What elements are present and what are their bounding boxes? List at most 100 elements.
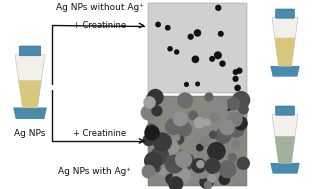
Circle shape — [145, 153, 162, 169]
Polygon shape — [271, 66, 299, 76]
Polygon shape — [15, 55, 45, 108]
Polygon shape — [272, 17, 298, 66]
Circle shape — [146, 124, 156, 134]
Circle shape — [166, 174, 175, 184]
Circle shape — [201, 138, 209, 146]
Circle shape — [157, 138, 163, 145]
Circle shape — [169, 177, 183, 189]
Circle shape — [218, 32, 223, 36]
Polygon shape — [19, 80, 41, 108]
Bar — [148, 3, 247, 93]
Circle shape — [193, 160, 211, 178]
FancyBboxPatch shape — [19, 46, 41, 56]
Circle shape — [171, 149, 186, 164]
Circle shape — [204, 169, 213, 178]
Circle shape — [163, 140, 178, 156]
Circle shape — [208, 143, 225, 160]
Text: Ag NPs: Ag NPs — [14, 129, 46, 138]
Circle shape — [228, 153, 236, 161]
Circle shape — [229, 121, 244, 137]
Circle shape — [169, 176, 183, 189]
Circle shape — [210, 57, 214, 61]
Circle shape — [146, 92, 163, 109]
Circle shape — [219, 174, 230, 184]
Circle shape — [197, 144, 203, 151]
Circle shape — [212, 97, 228, 114]
Circle shape — [228, 125, 238, 135]
Circle shape — [185, 83, 188, 86]
Circle shape — [178, 93, 193, 108]
Circle shape — [171, 170, 185, 184]
Circle shape — [188, 34, 193, 39]
Circle shape — [232, 124, 242, 134]
Circle shape — [207, 174, 216, 182]
Text: + Creatinine: + Creatinine — [73, 22, 127, 30]
FancyBboxPatch shape — [275, 106, 295, 115]
Circle shape — [166, 119, 182, 135]
Circle shape — [192, 159, 206, 173]
Text: + Creatinine: + Creatinine — [73, 129, 127, 139]
Circle shape — [173, 112, 187, 126]
Circle shape — [232, 140, 240, 147]
Circle shape — [204, 182, 212, 189]
Circle shape — [142, 165, 155, 178]
Circle shape — [192, 56, 198, 62]
Circle shape — [234, 99, 248, 112]
Circle shape — [219, 161, 236, 177]
Circle shape — [194, 118, 205, 128]
Circle shape — [145, 126, 159, 140]
Circle shape — [173, 167, 190, 184]
Circle shape — [143, 135, 154, 146]
Circle shape — [189, 111, 197, 119]
Circle shape — [172, 133, 180, 141]
Circle shape — [148, 90, 163, 105]
Circle shape — [166, 26, 170, 30]
Circle shape — [235, 85, 240, 91]
Circle shape — [220, 120, 234, 135]
Circle shape — [141, 105, 156, 120]
Circle shape — [173, 133, 184, 144]
Circle shape — [165, 155, 183, 173]
FancyBboxPatch shape — [275, 9, 295, 18]
Circle shape — [194, 30, 201, 36]
Polygon shape — [272, 114, 298, 163]
Circle shape — [237, 68, 242, 73]
Circle shape — [204, 119, 211, 125]
Text: Ag NPs without Ag⁺: Ag NPs without Ag⁺ — [56, 3, 144, 12]
Circle shape — [168, 47, 172, 51]
Circle shape — [210, 113, 219, 122]
Circle shape — [216, 5, 221, 10]
Circle shape — [232, 158, 243, 169]
Circle shape — [144, 97, 155, 108]
Circle shape — [197, 161, 204, 168]
Circle shape — [220, 61, 225, 66]
Bar — [148, 96, 247, 186]
Circle shape — [152, 106, 162, 116]
Circle shape — [237, 157, 249, 169]
Circle shape — [234, 117, 247, 130]
Circle shape — [178, 154, 194, 170]
Circle shape — [200, 175, 213, 188]
Circle shape — [151, 147, 168, 164]
Circle shape — [205, 159, 220, 173]
Circle shape — [178, 122, 191, 136]
Circle shape — [233, 70, 238, 74]
Circle shape — [233, 92, 250, 109]
Circle shape — [196, 82, 199, 86]
Circle shape — [205, 93, 213, 101]
Polygon shape — [271, 163, 299, 173]
Circle shape — [239, 105, 248, 114]
Circle shape — [156, 22, 160, 27]
Polygon shape — [13, 108, 46, 119]
Circle shape — [160, 169, 167, 175]
Circle shape — [223, 100, 233, 110]
Circle shape — [154, 133, 171, 151]
Circle shape — [175, 50, 179, 54]
Text: Ag NPs with Ag⁺: Ag NPs with Ag⁺ — [58, 167, 132, 176]
Circle shape — [226, 163, 235, 171]
Circle shape — [233, 106, 247, 120]
Circle shape — [210, 131, 217, 138]
Circle shape — [228, 98, 240, 110]
Circle shape — [216, 128, 231, 143]
Circle shape — [176, 152, 192, 167]
